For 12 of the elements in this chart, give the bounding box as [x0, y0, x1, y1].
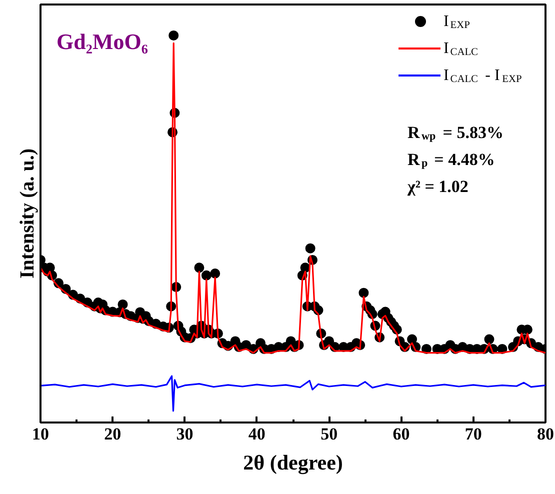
- x-tick-label: 20: [104, 424, 122, 444]
- x-tick-label: 70: [464, 424, 482, 444]
- y-axis-title: Intensity (a. u.): [16, 148, 38, 279]
- x-tick-label: 50: [320, 424, 338, 444]
- x-tick-label: 30: [176, 424, 194, 444]
- x-axis-title: 2θ (degree): [243, 450, 343, 474]
- x-tick-label: 40: [248, 424, 266, 444]
- chart-title: Gd₂MoO₆: [56, 29, 148, 54]
- annotation: χ² = 1.02: [406, 177, 468, 196]
- x-tick-label: 60: [392, 424, 410, 444]
- x-tick-label: 80: [537, 424, 554, 444]
- x-tick-label: 10: [32, 424, 49, 444]
